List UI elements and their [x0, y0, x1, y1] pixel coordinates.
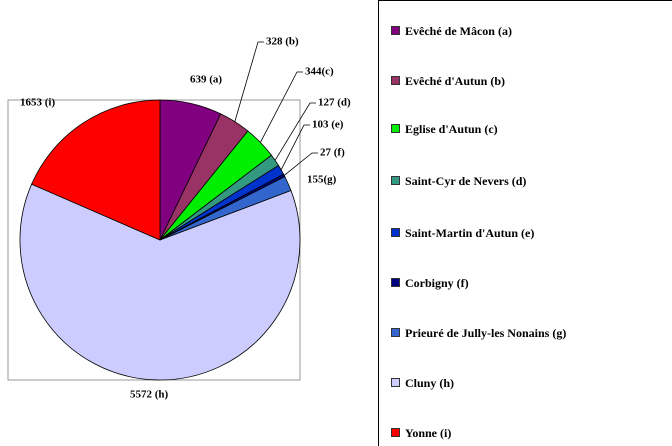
legend-swatch: [391, 26, 400, 35]
legend-swatch: [391, 76, 400, 85]
legend: Evêché de Mâcon (a) Evêché d'Autun (b) Egl…: [378, 0, 672, 446]
data-label: 639 (a): [190, 74, 222, 86]
legend-swatch: [391, 124, 400, 133]
legend-item: Cluny (h): [391, 375, 672, 391]
pie-slice: [19, 183, 301, 381]
legend-label: Corbigny (f): [405, 276, 469, 290]
leader-line: [260, 71, 303, 143]
legend-swatch: [391, 328, 400, 337]
legend-swatch: [391, 278, 400, 287]
leader-line: [274, 102, 316, 161]
leader-line: [283, 152, 318, 176]
legend-swatch: [391, 228, 400, 237]
legend-label: Saint-Cyr de Nevers (d): [405, 174, 527, 188]
data-label: 27 (f): [320, 147, 345, 159]
legend-label: Saint-Martin d'Autun (e): [405, 226, 535, 240]
leader-line: [234, 41, 264, 122]
data-label: 1653 (i): [20, 97, 55, 109]
legend-label: Cluny (h): [405, 376, 455, 390]
pie-slice: [31, 99, 161, 241]
data-label: 344(c): [305, 66, 334, 78]
legend-label: Evêché d'Autun (b): [405, 74, 506, 88]
chart: 639 (a) 328 (b) 344(c) 127 (d) 103 (e) 27 (f)…: [7, 36, 351, 401]
data-label: 155(g): [307, 174, 337, 186]
legend-item: Eglise d'Autun (c): [391, 121, 672, 137]
legend-label: Eglise d'Autun (c): [405, 122, 498, 136]
leader-line: [280, 124, 310, 171]
legend-item: Evêché d'Autun (b): [391, 73, 672, 89]
legend-item: Saint-Martin d'Autun (e): [391, 225, 672, 241]
legend-swatch: [391, 378, 400, 387]
legend-item: Evêché de Mâcon (a): [391, 23, 672, 39]
legend-swatch: [391, 176, 400, 185]
legend-label: Evêché de Mâcon (a): [405, 24, 512, 38]
legend-item: Saint-Cyr de Nevers (d): [391, 173, 672, 189]
legend-label: Prieuré de Jully-les Nonains (g): [405, 326, 567, 340]
legend-item: Prieuré de Jully-les Nonains (g): [391, 325, 672, 341]
legend-item: Corbigny (f): [391, 275, 672, 291]
data-label: 328 (b): [266, 36, 299, 48]
data-label: 5572 (h): [130, 389, 169, 401]
legend-item: Yonne (i): [391, 425, 672, 441]
data-label: 103 (e): [312, 119, 344, 131]
legend-swatch: [391, 428, 400, 437]
legend-label: Yonne (i): [405, 426, 452, 440]
data-label: 127 (d): [318, 97, 351, 109]
